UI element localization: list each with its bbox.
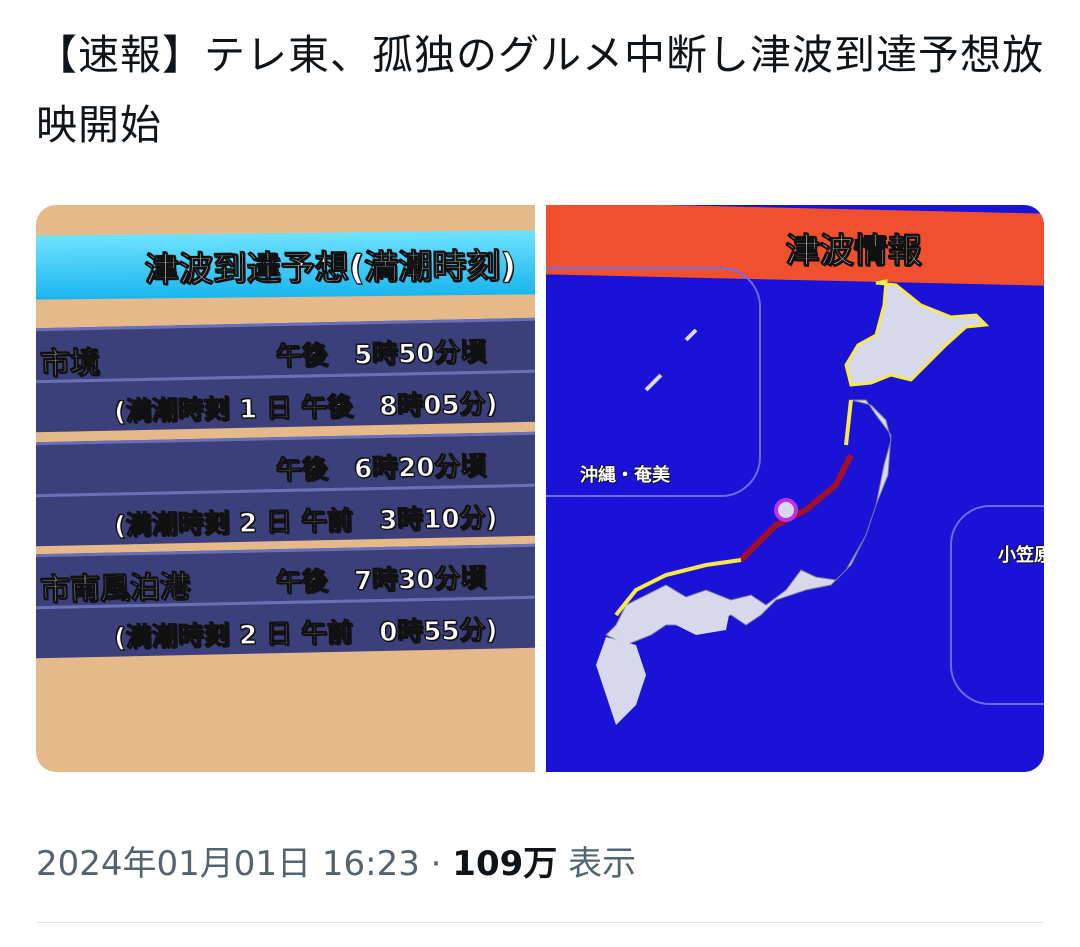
table-row: (満潮時刻 2 日 午前 3時10分) bbox=[36, 483, 535, 547]
table-row: (満潮時刻 1 日 午後 8時05分) bbox=[36, 369, 535, 433]
separator: · bbox=[430, 844, 442, 884]
okinawa-inset bbox=[546, 267, 761, 497]
ogasawara-label: 小笠原 bbox=[998, 545, 1044, 566]
noto-major-warning bbox=[774, 498, 798, 522]
tsunami-advisory-coast bbox=[614, 399, 853, 617]
views-label: 表示 bbox=[568, 844, 637, 884]
tsunami-map-photo[interactable]: 津波情報 沖縄・奄美 小笠原 bbox=[546, 205, 1044, 772]
divider bbox=[36, 922, 1044, 923]
tweet-date[interactable]: 2024年01月01日 16:23 bbox=[36, 844, 420, 884]
arrival-header-bar: 津波到達予想(満潮時刻) bbox=[36, 230, 535, 300]
arrival-time: 午後 6時20分頃 bbox=[275, 451, 487, 487]
place-name: 市境 bbox=[39, 345, 101, 383]
high-tide-time: (満潮時刻 2 日 午前 0時55分) bbox=[113, 615, 498, 654]
table-row: (満潮時刻 2 日 午前 0時55分) bbox=[36, 595, 535, 659]
japan-map bbox=[596, 279, 990, 725]
views-count: 109万 bbox=[452, 844, 558, 884]
tweet-meta: 2024年01月01日 16:23 · 109万 表示 bbox=[36, 836, 636, 885]
tweet-text: 【速報】テレ東、孤独のグルメ中断し津波到達予想放映開始 bbox=[36, 31, 1044, 149]
tsunami-arrival-photo[interactable]: 津波到達予想(満潮時刻) 市境 午後 5時50分頃 (満潮時刻 1 日 午後 8時… bbox=[36, 205, 535, 772]
shikoku bbox=[676, 605, 731, 635]
kyushu bbox=[596, 637, 646, 725]
high-tide-time: (満潮時刻 1 日 午後 8時05分) bbox=[113, 389, 498, 428]
honshu bbox=[605, 399, 892, 646]
arrival-time: 午後 7時30分頃 bbox=[275, 563, 487, 599]
arrival-time: 午後 5時50分頃 bbox=[275, 337, 487, 373]
place-name: 市南風泊港 bbox=[39, 570, 191, 609]
high-tide-time: (満潮時刻 2 日 午前 3時10分) bbox=[113, 503, 498, 542]
okinawa-label: 沖縄・奄美 bbox=[580, 465, 670, 486]
okinawa-islands bbox=[644, 328, 698, 392]
hokkaido bbox=[844, 279, 990, 387]
ogasawara-inset bbox=[950, 505, 1044, 705]
arrival-header: 津波到達予想(満潮時刻) bbox=[144, 246, 517, 291]
